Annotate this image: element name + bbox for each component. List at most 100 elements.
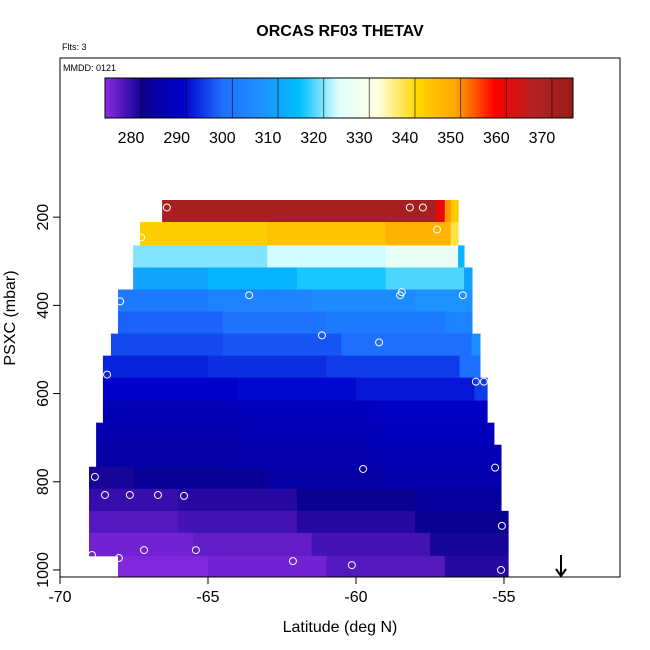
colorbar-tick-label: 280 [118, 130, 145, 147]
flight-point [359, 464, 368, 473]
heatmap-cell [435, 199, 446, 223]
flight-point [103, 370, 112, 379]
colorbar-tick-label: 350 [437, 130, 464, 147]
flight-point [180, 491, 189, 500]
heatmap-cell [222, 311, 327, 335]
heatmap-cell [385, 267, 465, 290]
heatmap-cell [370, 444, 502, 468]
heatmap-cell [267, 222, 387, 246]
heatmap-cell [118, 555, 209, 578]
x-tick-label: -65 [196, 589, 219, 606]
heatmap-cell [296, 267, 387, 290]
flight-point [397, 288, 406, 297]
heatmap-cell [207, 555, 327, 578]
heatmap-cell [450, 199, 459, 223]
heatmap-cell [237, 422, 372, 446]
flight-point [90, 472, 99, 481]
heatmap-cell [89, 532, 194, 557]
flight-point [100, 490, 109, 499]
heatmap-cell [118, 289, 209, 313]
heatmap-cell [222, 333, 342, 357]
heatmap-cell [237, 444, 372, 468]
flight-point [288, 557, 297, 566]
plot-frame [59, 57, 621, 578]
x-axis-label: Latitude (deg N) [283, 619, 398, 636]
heatmap-cell [193, 532, 313, 557]
subtitle: Flts: 3 [62, 42, 87, 52]
heatmap-cell [444, 555, 509, 578]
heatmap-cell [311, 532, 431, 557]
heatmap-cell [96, 422, 239, 446]
heatmap-cell [385, 466, 502, 490]
heatmap-cell [133, 267, 209, 290]
heatmap-cell [326, 311, 446, 335]
colorbar-tick-label: 370 [529, 130, 556, 147]
heatmap-cell [296, 488, 416, 512]
heatmap-cell [96, 444, 239, 468]
heatmap-cell [326, 355, 461, 379]
flight-point [87, 550, 96, 559]
heatmap-cell [207, 267, 298, 290]
heatmap-cell [311, 289, 416, 313]
axes: -70 -65 -60 -55 200 400 600 800 1000 [35, 204, 516, 606]
heatmap-cell [89, 466, 135, 490]
heatmap-cell [471, 333, 481, 357]
heatmap-cell [118, 311, 224, 335]
heatmap-cell [450, 222, 459, 246]
flight-point [458, 291, 467, 300]
colorbar-scale [104, 77, 574, 119]
flight-points [87, 203, 506, 574]
chart-title: ORCAS RF03 THETAV [256, 23, 424, 40]
heatmap-cell [178, 510, 298, 534]
heatmap-cell [207, 355, 327, 379]
heatmap-cell [139, 222, 268, 246]
flight-point [479, 377, 488, 386]
arrow [555, 555, 567, 578]
heatmap-cell [102, 377, 239, 402]
y-tick-label: 400 [35, 292, 52, 319]
flight-point [114, 554, 123, 563]
heatmap-cell [370, 400, 488, 424]
heatmap-cell [89, 510, 179, 534]
heatmap-cell [474, 377, 488, 402]
heatmap-cell [237, 400, 372, 424]
flight-point [418, 203, 427, 212]
flight-point [140, 546, 149, 555]
colorbar-tick-label: 300 [209, 130, 236, 147]
flight-point [137, 233, 146, 242]
colorbar-tick-label: 290 [163, 130, 190, 147]
y-axis-label: PSXC (mbar) [2, 270, 19, 365]
flight-point [497, 521, 506, 530]
colorbar: 280 290 300 310 320 330 340 350 360 370 [104, 77, 574, 147]
heatmap-cell [110, 333, 224, 357]
y-tick-label: 1000 [35, 552, 52, 588]
flight-point [125, 490, 134, 499]
flight-point [317, 331, 326, 340]
flight-point [245, 291, 254, 300]
heatmap-cell [89, 488, 179, 512]
heatmap-cell [341, 333, 472, 357]
heatmap-cell [458, 245, 465, 268]
colorbar-tick-label: 330 [346, 130, 373, 147]
heatmap-cells [89, 199, 509, 578]
flight-point [497, 565, 506, 574]
heatmap-cell [370, 422, 495, 446]
heatmap-cell [429, 532, 509, 557]
flight-point [405, 203, 414, 212]
heatmap-cell [267, 466, 387, 490]
flight-point [375, 338, 384, 347]
heatmap-cell [464, 267, 473, 290]
heatmap-cell [207, 289, 313, 313]
heatmap-cell [459, 355, 481, 379]
flight-point [162, 203, 171, 212]
heatmap-cell [237, 377, 357, 402]
colorbar-tick-label: 340 [392, 130, 419, 147]
y-tick-label: 800 [35, 468, 52, 495]
heatmap-cell [267, 245, 387, 268]
heatmap-cell [326, 555, 446, 578]
heatmap-cell [162, 199, 437, 223]
y-tick-label: 600 [35, 380, 52, 407]
annotation: MMDD: 0121 [63, 63, 116, 73]
